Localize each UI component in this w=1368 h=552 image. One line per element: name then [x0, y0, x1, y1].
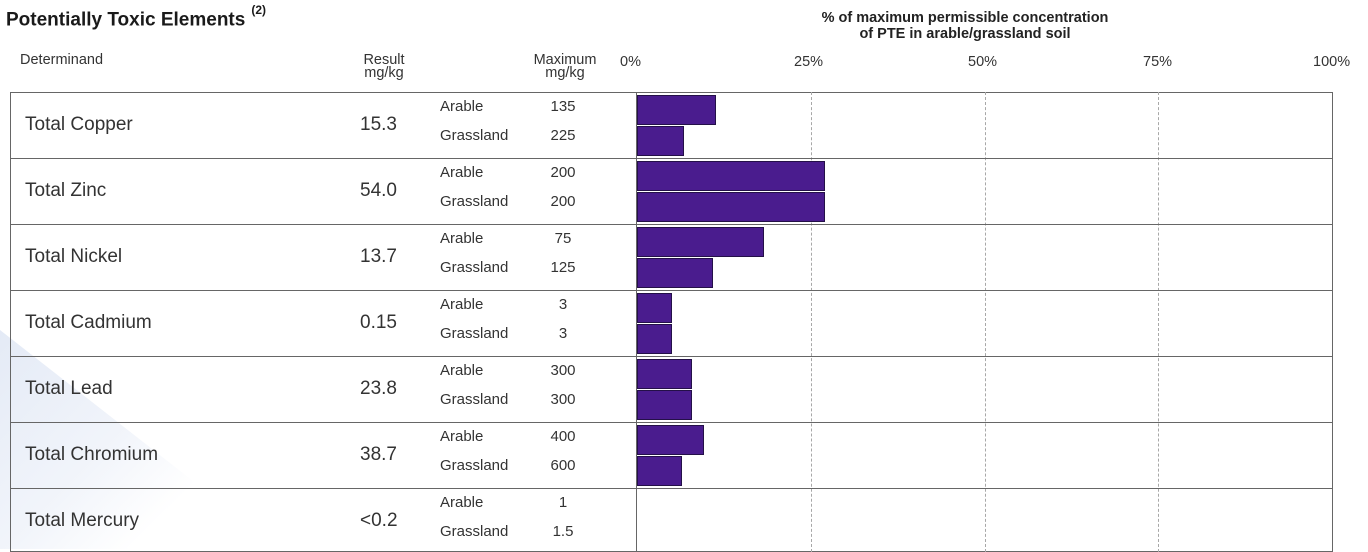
x-tick-label: 0% [620, 54, 641, 70]
row-separator [10, 356, 1333, 357]
arable-label: Arable [440, 98, 484, 115]
title-footnote-marker: (2) [251, 3, 266, 17]
grassland-bar [637, 192, 825, 222]
gridline [1158, 92, 1159, 552]
grassland-bar [637, 456, 682, 486]
result-value: 13.7 [360, 246, 397, 267]
grassland-label: Grassland [440, 193, 509, 210]
arable-max-value: 400 [550, 428, 576, 445]
maximum-header-line2: mg/kg [545, 65, 585, 81]
grassland-label: Grassland [440, 523, 509, 540]
arable-label: Arable [440, 296, 484, 313]
grassland-label: Grassland [440, 259, 509, 276]
arable-max-value: 1 [558, 494, 568, 511]
arable-label: Arable [440, 494, 484, 511]
grassland-max-value: 200 [550, 193, 576, 210]
result-value: 0.15 [360, 312, 397, 333]
grassland-bar [637, 324, 672, 354]
arable-max-value: 200 [550, 164, 576, 181]
grassland-max-value: 125 [550, 259, 576, 276]
element-name: Total Zinc [25, 180, 107, 201]
arable-max-value: 300 [550, 362, 576, 379]
x-tick-label: 25% [794, 54, 824, 70]
row-separator [10, 158, 1333, 159]
row-separator [10, 422, 1333, 423]
row-separator [10, 224, 1333, 225]
grassland-label: Grassland [440, 391, 509, 408]
grassland-max-value: 3 [558, 325, 568, 342]
grassland-bar [637, 126, 684, 156]
result-value: <0.2 [360, 510, 398, 531]
maximum-header-line1: Maximum [533, 52, 597, 68]
x-tick-label: 100% [1313, 54, 1351, 70]
page-title: Potentially Toxic Elements (2) [6, 3, 266, 31]
result-header-line2: mg/kg [364, 65, 404, 81]
result-value: 38.7 [360, 444, 397, 465]
plot-left-border [636, 92, 637, 552]
arable-label: Arable [440, 164, 484, 181]
element-name: Total Nickel [25, 246, 123, 267]
grassland-bar [637, 258, 713, 288]
grassland-max-value: 225 [550, 127, 576, 144]
element-name: Total Lead [25, 378, 113, 399]
gridline [811, 92, 812, 552]
chart-title-line2: of PTE in arable/grassland soil [859, 26, 1071, 42]
arable-label: Arable [440, 428, 484, 445]
maximum-header: Maximum mg/kg [520, 52, 610, 81]
gridline [985, 92, 986, 552]
element-name: Total Mercury [25, 510, 140, 531]
chart-title-line1: % of maximum permissible concentration [821, 10, 1109, 26]
arable-bar [637, 227, 764, 257]
grassland-label: Grassland [440, 325, 509, 342]
result-header-line1: Result [363, 52, 405, 68]
arable-bar [637, 425, 704, 455]
result-header: Result mg/kg [356, 52, 412, 81]
arable-label: Arable [440, 362, 484, 379]
arable-max-value: 135 [550, 98, 576, 115]
result-value: 54.0 [360, 180, 397, 201]
x-tick-label: 50% [968, 54, 998, 70]
grassland-max-value: 300 [550, 391, 576, 408]
chart-title: % of maximum permissible concentration o… [760, 10, 1170, 42]
grassland-max-value: 600 [550, 457, 576, 474]
row-separator [10, 488, 1333, 489]
arable-label: Arable [440, 230, 484, 247]
element-name: Total Chromium [25, 444, 159, 465]
grassland-bar [637, 390, 692, 420]
grassland-max-value: 1.5 [552, 523, 574, 540]
element-name: Total Copper [25, 114, 133, 135]
determinand-header: Determinand [20, 52, 104, 68]
grassland-label: Grassland [440, 127, 509, 144]
result-value: 15.3 [360, 114, 397, 135]
result-value: 23.8 [360, 378, 397, 399]
arable-max-value: 75 [554, 230, 572, 247]
grassland-label: Grassland [440, 457, 509, 474]
arable-bar [637, 359, 692, 389]
x-tick-label: 75% [1143, 54, 1173, 70]
arable-bar [637, 293, 672, 323]
arable-bar [637, 95, 716, 125]
arable-bar [637, 161, 825, 191]
row-separator [10, 290, 1333, 291]
arable-max-value: 3 [558, 296, 568, 313]
element-name: Total Cadmium [25, 312, 152, 333]
